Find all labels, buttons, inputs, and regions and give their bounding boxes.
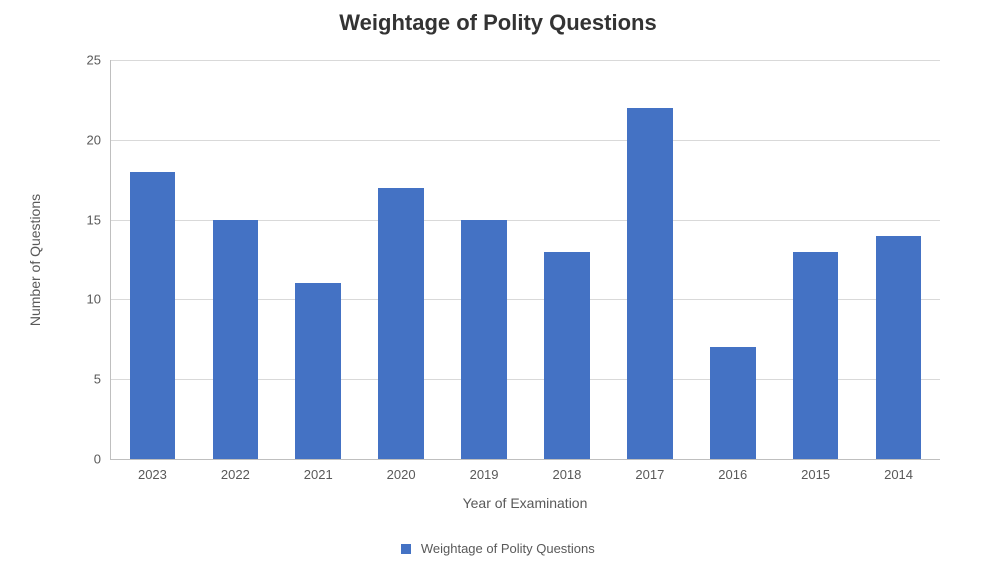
y-tick-label: 15 — [87, 212, 111, 227]
bar — [876, 236, 922, 459]
chart-title: Weightage of Polity Questions — [0, 10, 996, 36]
gridline — [111, 60, 940, 61]
bar — [130, 172, 176, 459]
x-tick-label: 2022 — [221, 459, 250, 482]
x-tick-label: 2021 — [304, 459, 333, 482]
y-axis-title: Number of Questions — [27, 194, 43, 326]
bar — [710, 347, 756, 459]
legend: Weightage of Polity Questions — [0, 540, 996, 556]
x-tick-label: 2017 — [635, 459, 664, 482]
plot-area: 0510152025202320222021202020192018201720… — [110, 60, 940, 460]
legend-label: Weightage of Polity Questions — [421, 541, 595, 556]
y-tick-label: 0 — [94, 452, 111, 467]
x-tick-label: 2014 — [884, 459, 913, 482]
x-tick-label: 2019 — [470, 459, 499, 482]
x-tick-label: 2018 — [552, 459, 581, 482]
x-axis-title: Year of Examination — [110, 495, 940, 511]
y-tick-label: 20 — [87, 132, 111, 147]
chart-container: Weightage of Polity Questions Number of … — [0, 0, 996, 586]
gridline — [111, 140, 940, 141]
y-tick-label: 10 — [87, 292, 111, 307]
bar — [627, 108, 673, 459]
x-tick-label: 2020 — [387, 459, 416, 482]
bar — [378, 188, 424, 459]
x-tick-label: 2015 — [801, 459, 830, 482]
legend-swatch — [401, 544, 411, 554]
bar — [544, 252, 590, 459]
x-tick-label: 2016 — [718, 459, 747, 482]
bar — [213, 220, 259, 459]
bar — [461, 220, 507, 459]
y-tick-label: 5 — [94, 372, 111, 387]
bar — [793, 252, 839, 459]
x-tick-label: 2023 — [138, 459, 167, 482]
y-tick-label: 25 — [87, 53, 111, 68]
bar — [295, 283, 341, 459]
